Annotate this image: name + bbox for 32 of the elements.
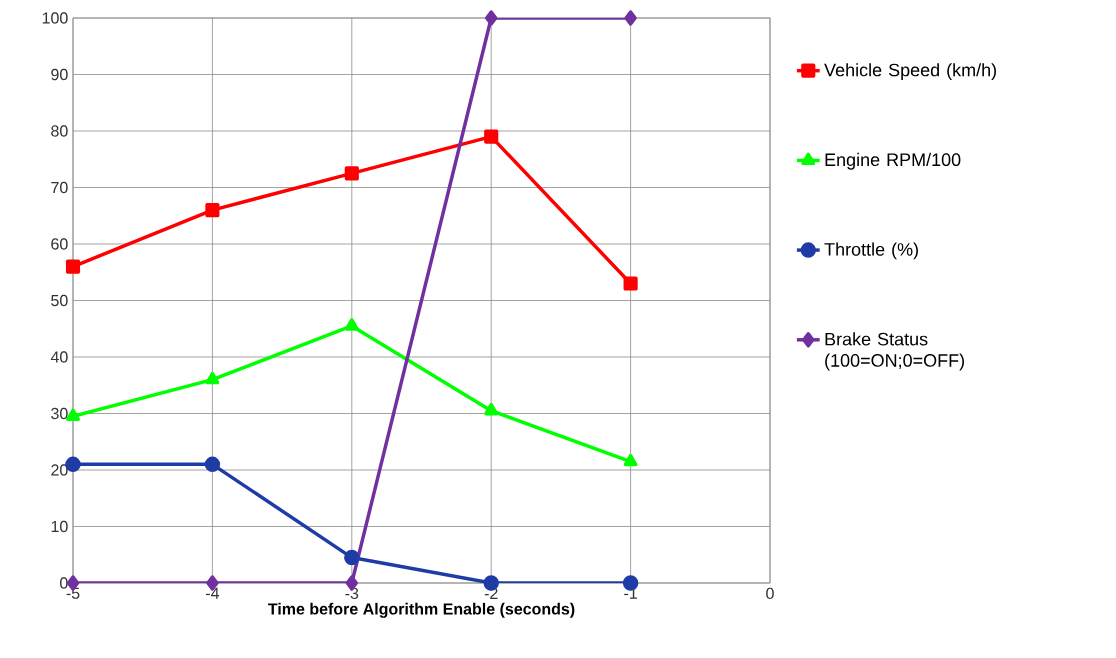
y-tick-label: 10 (51, 520, 68, 533)
y-tick-label: 100 (42, 12, 68, 24)
y-tick-label: 40 (50, 351, 68, 363)
point (622, 575, 639, 591)
point (65, 259, 81, 274)
y-tick-label: 0 (60, 577, 68, 589)
point (204, 456, 221, 473)
point (623, 453, 638, 467)
y-tick-label: 20 (51, 464, 68, 476)
point (344, 318, 359, 331)
point (623, 276, 638, 291)
x-axis-title: Time before Algorithm Enable (seconds) (268, 602, 575, 618)
point (484, 129, 499, 144)
point (484, 402, 499, 416)
point (205, 203, 220, 218)
point (344, 166, 359, 181)
y-tick-label: 70 (51, 181, 68, 194)
x-tick-label: 0 (766, 587, 774, 600)
point (344, 549, 360, 566)
point (205, 371, 220, 385)
y-tick-label: 30 (51, 407, 68, 420)
point (484, 10, 498, 26)
legend-label: Engine RPM/100 (825, 152, 961, 170)
legend-label: Brake Status (100=ON;0=OFF) (825, 332, 964, 371)
x-tick-label: -4 (206, 587, 220, 599)
legend-label: Vehicle Speed (km/h) (824, 63, 996, 80)
y-tick-label: 80 (51, 125, 68, 137)
y-tick-label: 60 (51, 238, 68, 250)
point (624, 10, 637, 26)
legend-label: Throttle (%) (824, 242, 918, 260)
y-tick-label: 50 (51, 294, 68, 307)
y-tick-label: 90 (51, 68, 68, 81)
